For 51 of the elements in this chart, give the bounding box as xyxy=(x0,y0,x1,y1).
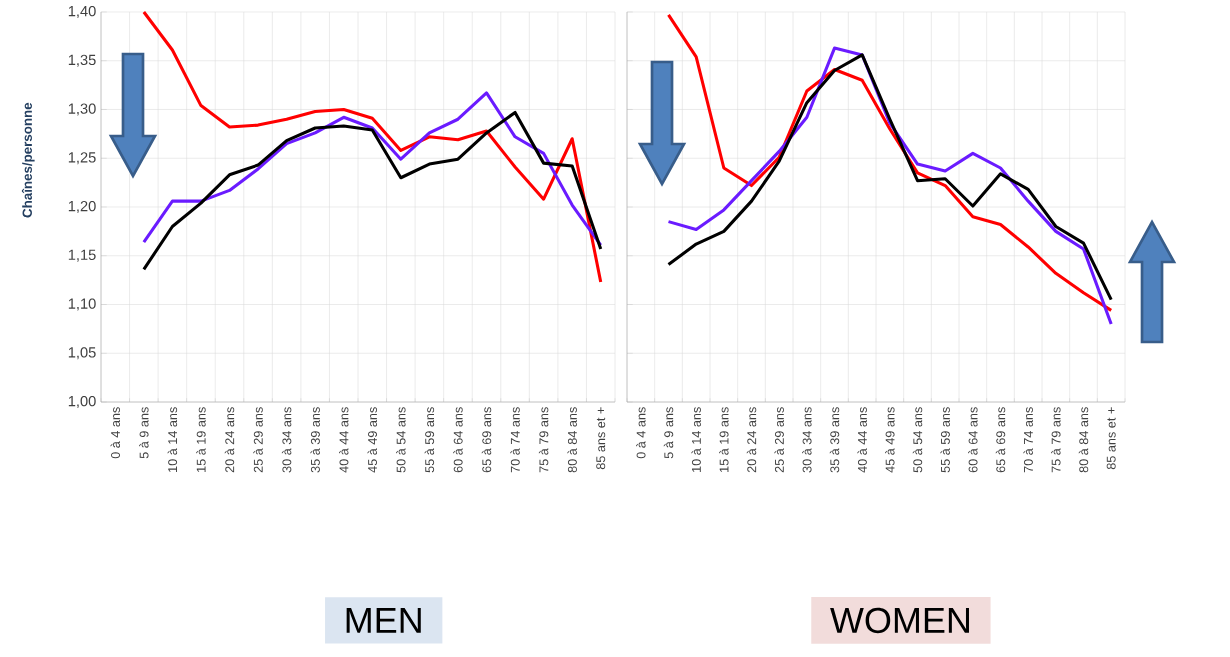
x-tick-label: 10 à 14 ans xyxy=(691,407,701,472)
x-tick-label: 20 à 24 ans xyxy=(224,407,235,473)
y-tick-label: 1,40 xyxy=(68,5,96,19)
x-tick-label: 10 à 14 ans xyxy=(167,407,178,472)
x-tick-label: 70 à 74 ans xyxy=(510,407,520,473)
x-tick-label: 15 à 19 ans xyxy=(196,407,206,472)
x-tick-label: 15 à 19 ans xyxy=(719,407,729,472)
line-series xyxy=(142,91,603,247)
x-tick-label: 0 à 4 ans xyxy=(110,407,121,459)
line-series xyxy=(142,10,603,284)
x-tick-label: 55 à 59 ans xyxy=(424,407,435,473)
x-tick-label: 80 à 84 ans xyxy=(1078,407,1089,473)
x-tick-label: 65 à 69 ans xyxy=(481,407,492,473)
y-tick-label: 1,10 xyxy=(68,298,96,311)
y-tick-label: 1,05 xyxy=(68,347,96,360)
x-tick-label: 55 à 59 ans xyxy=(940,407,950,473)
y-tick-label: 1,00 xyxy=(68,395,96,409)
x-tick-label: 35 à 39 ans xyxy=(829,407,840,473)
x-tick-label: 80 à 84 ans xyxy=(567,407,577,473)
line-series xyxy=(142,110,603,271)
x-tick-label: 50 à 54 ans xyxy=(396,407,406,473)
y-axis-title: Chaînes/personne xyxy=(21,102,35,218)
y-tick-label: 1,15 xyxy=(68,249,96,262)
y-tick-label: 1,20 xyxy=(68,200,96,214)
x-tick-label: 75 à 79 ans xyxy=(538,407,549,473)
x-tick-label: 5 à 9 ans xyxy=(139,407,149,459)
x-tick-label: 25 à 29 ans xyxy=(774,407,784,473)
x-tick-label: 0 à 4 ans xyxy=(636,407,646,459)
x-tick-label: 20 à 24 ans xyxy=(746,407,757,473)
x-tick-label: 70 à 74 ans xyxy=(1023,407,1033,473)
y-tick-label: 1,30 xyxy=(68,103,96,116)
x-axis-title: WOMEN xyxy=(830,607,969,634)
x-tick-label: 75 à 79 ans xyxy=(1051,407,1061,473)
x-tick-label: 30 à 34 ans xyxy=(281,407,292,473)
x-tick-label: 5 à 9 ans xyxy=(663,407,674,459)
x-tick-label: 35 à 39 ans xyxy=(310,407,320,473)
x-tick-label: 85 ans et + xyxy=(1106,407,1116,470)
x-tick-label: 60 à 64 ans xyxy=(968,407,978,473)
x-tick-label: 85 ans et + xyxy=(596,407,606,470)
y-tick-label: 1,35 xyxy=(68,54,96,67)
x-tick-label: 30 à 34 ans xyxy=(802,407,812,473)
x-axis-title: MEN xyxy=(346,608,421,633)
x-tick-label: 40 à 44 ans xyxy=(339,407,349,473)
x-tick-label: 50 à 54 ans xyxy=(912,407,923,473)
x-tick-label: 25 à 29 ans xyxy=(253,407,263,473)
x-tick-label: 60 à 64 ans xyxy=(453,407,463,473)
x-tick-label: 65 à 69 ans xyxy=(995,407,1006,473)
x-tick-label: 45 à 49 ans xyxy=(885,407,895,473)
y-tick-label: 1,25 xyxy=(68,152,96,165)
x-tick-label: 40 à 44 ans xyxy=(857,407,867,473)
x-tick-label: 45 à 49 ans xyxy=(367,407,378,473)
